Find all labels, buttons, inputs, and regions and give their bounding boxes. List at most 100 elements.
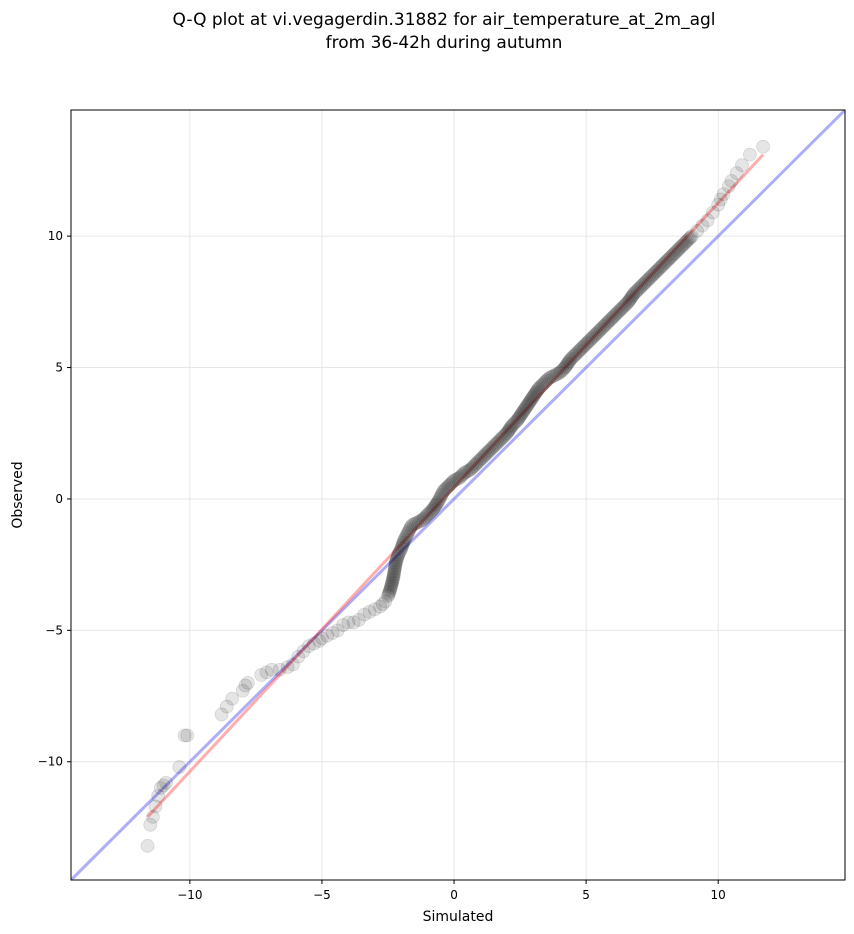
qq-point	[552, 365, 567, 380]
qq-point	[614, 301, 629, 316]
qq-point	[671, 242, 686, 257]
qq-point	[415, 513, 430, 527]
qq-point	[459, 464, 474, 479]
qq-point	[625, 289, 639, 304]
qq-point	[367, 602, 382, 617]
qq-point	[395, 537, 410, 552]
qq-point	[492, 434, 506, 449]
qq-point	[430, 495, 445, 510]
qq-point	[503, 421, 518, 435]
grid-lines	[71, 110, 845, 880]
qq-point	[468, 457, 483, 472]
qq-point	[389, 555, 403, 569]
qq-point	[608, 308, 623, 322]
qq-point	[507, 415, 522, 430]
qq-point	[513, 409, 527, 424]
qq-point	[577, 338, 592, 353]
qq-point	[531, 381, 546, 396]
qq-point	[431, 494, 446, 509]
qq-point	[383, 582, 398, 597]
qq-point	[497, 428, 512, 443]
qq-point	[675, 238, 690, 253]
x-tick-label: −10	[177, 888, 202, 902]
qq-point	[529, 384, 544, 399]
qq-point	[482, 443, 497, 458]
qq-point	[315, 631, 329, 646]
qq-point	[523, 393, 538, 408]
qq-point	[433, 491, 447, 505]
qq-point	[470, 455, 485, 470]
qq-point	[613, 302, 628, 317]
qq-point	[390, 551, 404, 566]
qq-point	[312, 633, 327, 648]
qq-point	[665, 248, 679, 263]
qq-point	[480, 446, 494, 460]
qq-point	[396, 534, 411, 548]
qq-point	[514, 406, 529, 421]
qq-point	[450, 471, 465, 486]
qq-point	[638, 275, 653, 290]
qq-point	[706, 205, 720, 220]
qq-point	[148, 799, 163, 814]
qq-point	[386, 567, 401, 582]
qq-point	[549, 367, 564, 382]
qq-point	[140, 838, 155, 853]
qq-point	[390, 550, 405, 565]
qq-point	[602, 313, 617, 328]
qq-point	[437, 482, 452, 497]
qq-point	[571, 344, 586, 359]
qq-point	[389, 553, 404, 568]
qq-point	[180, 728, 195, 743]
qq-point	[657, 256, 671, 271]
qq-point	[387, 564, 402, 579]
qq-point	[545, 369, 560, 384]
qq-point	[384, 579, 398, 594]
qq-point	[539, 373, 554, 388]
qq-point	[387, 566, 401, 580]
qq-point	[616, 300, 631, 314]
qq-point	[576, 339, 591, 354]
qq-point	[662, 251, 677, 266]
qq-point	[610, 305, 625, 320]
qq-point	[597, 318, 612, 333]
qq-point	[601, 314, 616, 329]
qq-point	[522, 394, 537, 409]
qq-point	[401, 525, 416, 540]
qq-point	[721, 179, 736, 194]
qq-point	[397, 532, 412, 547]
qq-point	[402, 523, 417, 538]
qq-point	[484, 442, 498, 456]
qq-point	[588, 327, 603, 342]
qq-point	[515, 405, 530, 420]
qq-point	[551, 366, 565, 381]
qq-point	[509, 414, 524, 429]
qq-point	[634, 279, 649, 293]
qq-point	[711, 197, 726, 212]
qq-point	[651, 262, 666, 276]
qq-point	[639, 273, 654, 288]
qq-point	[153, 781, 168, 795]
qq-point	[569, 346, 584, 360]
qq-point	[512, 410, 527, 425]
qq-point	[272, 662, 287, 677]
qq-point	[589, 326, 604, 341]
qq-point	[259, 665, 274, 680]
qq-point	[524, 392, 539, 406]
qq-point	[521, 396, 536, 410]
qq-point	[595, 321, 609, 336]
qq-point	[362, 605, 377, 619]
qq-point	[678, 235, 693, 250]
qq-point	[558, 360, 572, 375]
qq-point	[373, 599, 387, 614]
qq-point	[387, 561, 402, 576]
qq-point	[649, 264, 664, 279]
qq-point	[427, 499, 442, 514]
qq-point	[526, 389, 541, 404]
qq-point	[474, 451, 489, 466]
x-tick-label: 0	[450, 888, 458, 902]
qq-point	[238, 678, 253, 693]
qq-point	[432, 492, 446, 507]
qq-point	[566, 350, 580, 364]
qq-point	[676, 237, 691, 251]
